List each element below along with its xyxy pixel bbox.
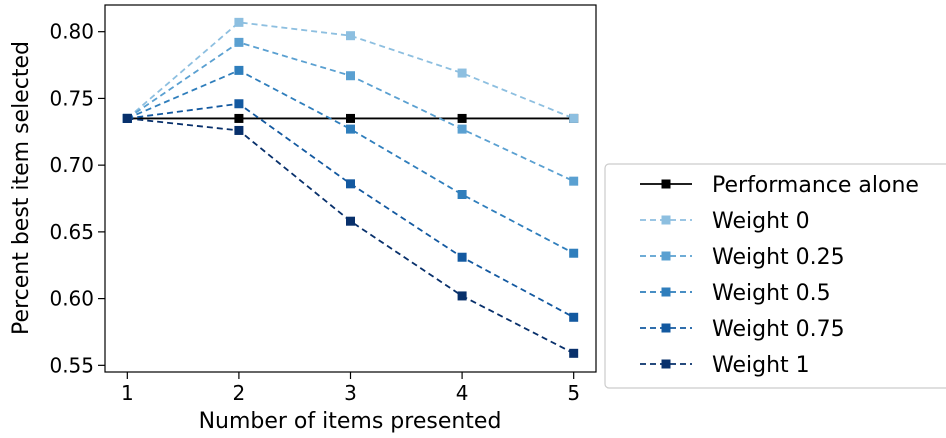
x-tick-label: 1 bbox=[121, 381, 134, 405]
legend-items: Performance alone Weight 0 Weight 0.25 Weig… bbox=[640, 173, 919, 378]
legend-marker bbox=[661, 215, 671, 225]
data-point-marker bbox=[569, 176, 579, 186]
y-tick-label: 0.60 bbox=[49, 287, 94, 311]
y-tick-label: 0.80 bbox=[49, 20, 94, 44]
legend-label: Weight 0.5 bbox=[712, 281, 831, 306]
data-point-marker bbox=[234, 113, 244, 123]
legend-label: Weight 0 bbox=[712, 209, 810, 234]
y-axis-label: Percent best item selected bbox=[9, 41, 34, 335]
data-point-marker bbox=[122, 113, 132, 123]
data-point-marker bbox=[457, 124, 467, 134]
y-tick-label: 0.65 bbox=[49, 220, 94, 244]
data-point-marker bbox=[234, 125, 244, 135]
series-line bbox=[126, 69, 575, 255]
legend-label: Weight 1 bbox=[712, 353, 810, 378]
data-point-marker bbox=[457, 291, 467, 301]
data-point-marker bbox=[234, 37, 244, 47]
data-point-marker bbox=[457, 68, 467, 78]
legend-label: Weight 0.75 bbox=[712, 317, 845, 342]
series-line bbox=[127, 102, 575, 319]
x-axis: 1 2 3 4 5 bbox=[121, 372, 580, 405]
series-line bbox=[127, 117, 575, 355]
legend-marker bbox=[661, 323, 671, 333]
series-line bbox=[126, 41, 575, 182]
series-markers bbox=[122, 17, 579, 358]
data-point-marker bbox=[234, 65, 244, 75]
y-tick-label: 0.75 bbox=[49, 86, 94, 110]
data-point-marker bbox=[234, 99, 244, 109]
legend: Performance alone Weight 0 Weight 0.25 Weig… bbox=[604, 163, 946, 389]
y-axis: 0.55 0.60 0.65 0.70 0.75 0.80 bbox=[49, 20, 105, 377]
y-tick-label: 0.55 bbox=[49, 353, 94, 377]
data-point-marker bbox=[569, 113, 579, 123]
legend-marker bbox=[661, 251, 671, 261]
x-tick-label: 4 bbox=[456, 381, 469, 405]
data-point-marker bbox=[346, 31, 355, 41]
legend-label: Weight 0.25 bbox=[712, 245, 845, 270]
data-point-marker bbox=[569, 348, 579, 358]
data-point-marker bbox=[457, 252, 467, 262]
data-point-marker bbox=[346, 179, 355, 189]
data-point-marker bbox=[346, 216, 355, 226]
x-tick-label: 2 bbox=[233, 381, 246, 405]
data-point-marker bbox=[346, 71, 355, 81]
data-point-marker bbox=[457, 113, 467, 123]
data-point-marker bbox=[234, 17, 244, 27]
x-tick-label: 3 bbox=[344, 381, 357, 405]
data-point-marker bbox=[569, 248, 579, 258]
data-point-marker bbox=[457, 190, 467, 200]
data-point-marker bbox=[569, 312, 579, 322]
legend-label: Performance alone bbox=[712, 173, 919, 198]
x-tick-label: 5 bbox=[567, 381, 580, 405]
legend-marker bbox=[661, 287, 671, 297]
x-axis-label: Number of items presented bbox=[199, 409, 502, 434]
y-tick-label: 0.70 bbox=[49, 153, 94, 177]
data-point-marker bbox=[346, 113, 355, 123]
data-point-marker bbox=[346, 124, 355, 134]
legend-marker bbox=[661, 179, 671, 189]
legend-marker bbox=[661, 359, 671, 369]
plot-frame bbox=[104, 4, 597, 373]
